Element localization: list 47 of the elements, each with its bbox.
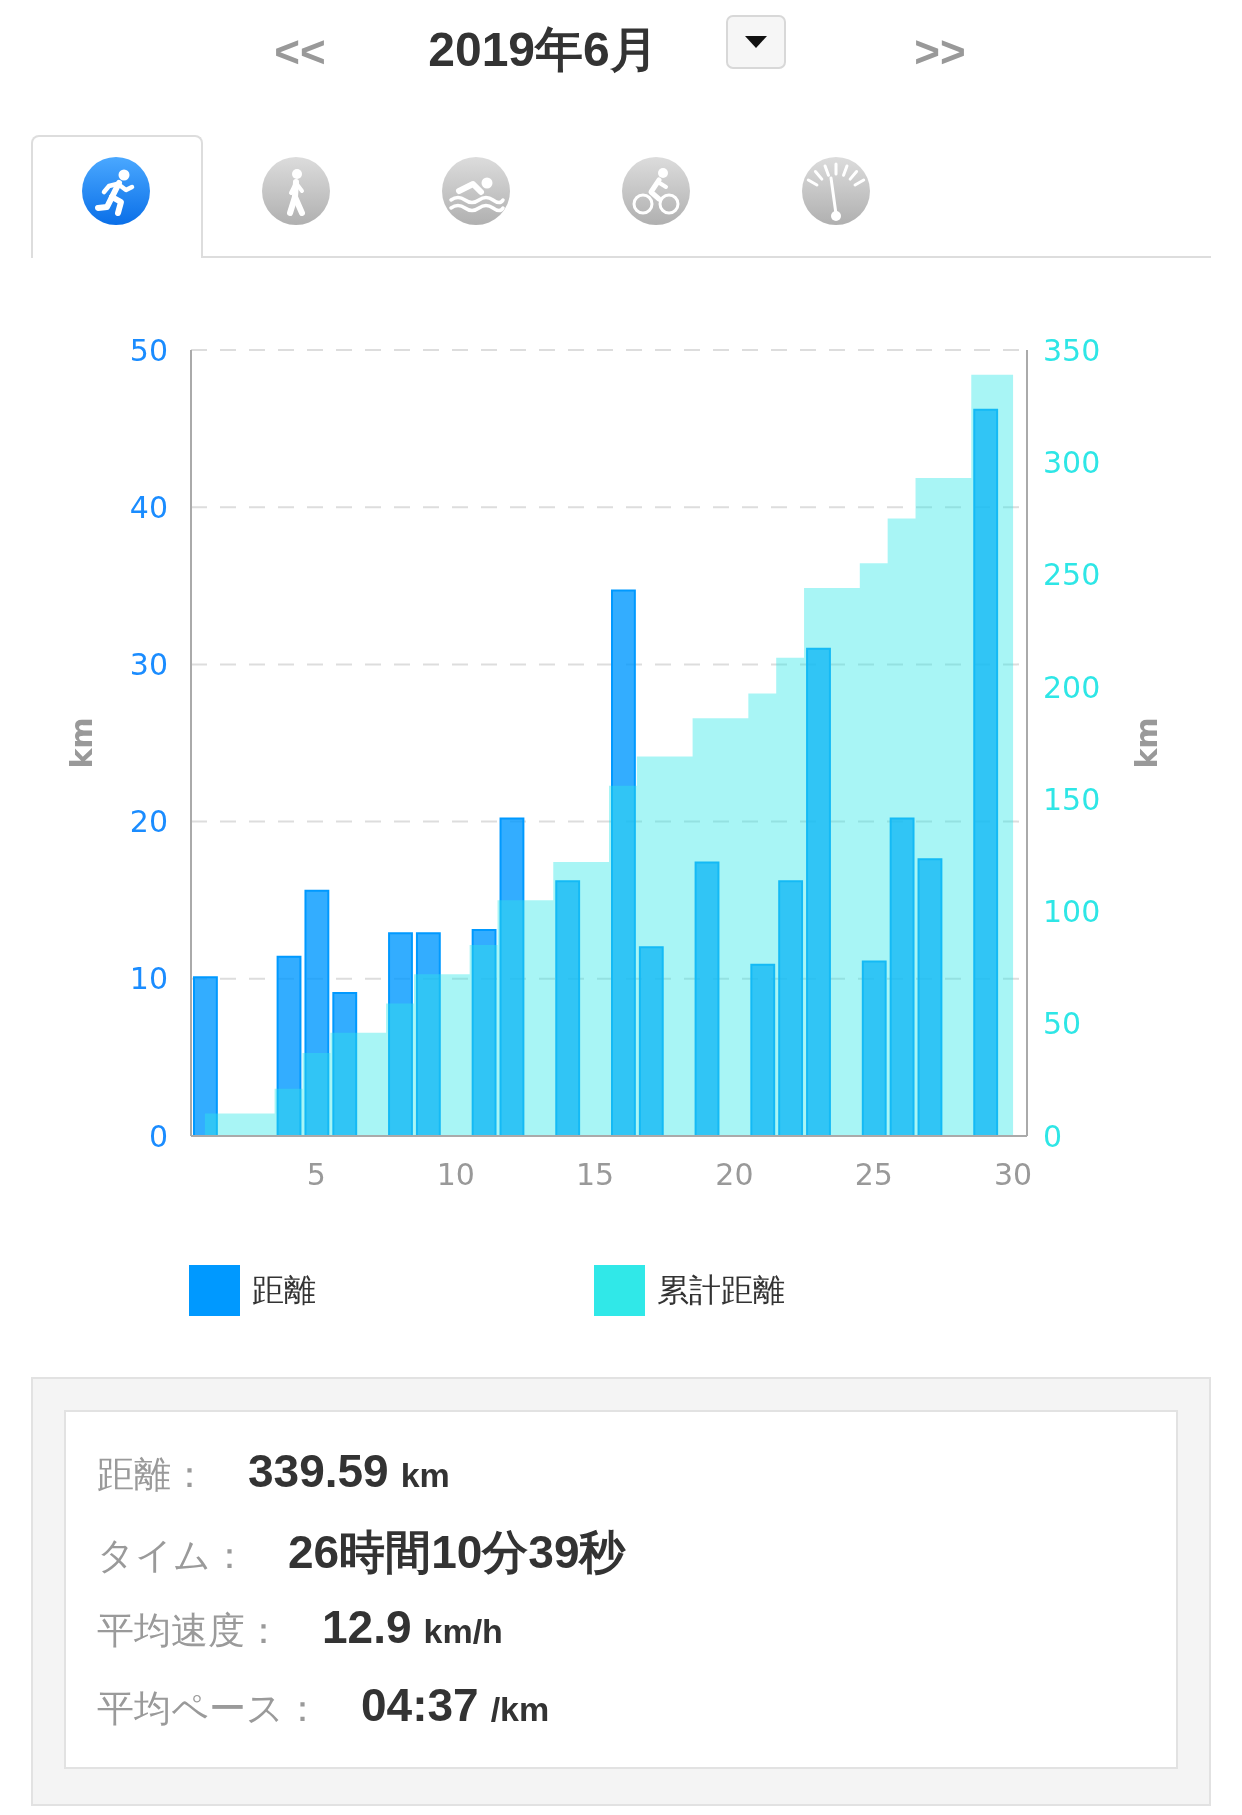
bar (555, 880, 581, 1136)
legend-label: 累計距離 (657, 1270, 785, 1310)
bar (332, 991, 358, 1136)
y-tick-label: 40 (129, 489, 168, 525)
bar (471, 929, 497, 1136)
y-tick-label: 0 (148, 1118, 168, 1154)
x-tick-label: 20 (715, 1157, 754, 1193)
y2-axis-title: km (1128, 717, 1164, 769)
bar (193, 976, 218, 1136)
text: << (273, 26, 327, 78)
bar (694, 861, 720, 1136)
x-tick-label: 10 (436, 1157, 475, 1193)
y-tick-label: 30 (129, 647, 168, 683)
y2-tick-label: 300 (1043, 444, 1101, 480)
x-tick-label: 25 (854, 1157, 893, 1193)
y2-tick-label: 350 (1043, 332, 1101, 368)
bar (750, 963, 776, 1136)
bar (889, 817, 915, 1136)
text: >> (913, 26, 967, 78)
bar (388, 932, 413, 1136)
x-tick-label: 15 (575, 1157, 615, 1193)
bar (611, 589, 636, 1136)
bar (499, 817, 525, 1136)
chart-title: 2019年6月 (427, 22, 659, 78)
y2-tick-label: 0 (1043, 1118, 1063, 1154)
y-tick-label: 10 (129, 961, 168, 997)
bar (415, 932, 441, 1136)
bar (861, 960, 887, 1136)
bar (304, 889, 330, 1136)
y2-tick-label: 250 (1043, 557, 1101, 593)
bar (917, 858, 943, 1136)
y2-tick-label: 50 (1043, 1006, 1082, 1042)
y2-tick-label: 150 (1043, 781, 1101, 817)
x-tick-label: 5 (306, 1157, 326, 1193)
y-tick-label: 20 (129, 804, 168, 840)
legend-label: 距離 (252, 1270, 316, 1310)
bar (638, 946, 664, 1136)
y-tick-label: 50 (129, 332, 168, 368)
y-axis-title: km (63, 717, 99, 769)
y2-tick-label: 200 (1043, 669, 1101, 705)
bar (276, 955, 302, 1136)
x-tick-label: 30 (993, 1157, 1033, 1193)
bar (778, 880, 804, 1136)
y2-tick-label: 100 (1043, 894, 1101, 930)
bar (973, 408, 999, 1136)
bar (806, 647, 831, 1136)
summary-card: 距離： 339.59 km タイム： 26時間10分39秒 平均速度： 12.9 km/h 平均ペース： 04:37 /km (64, 1410, 1178, 1769)
